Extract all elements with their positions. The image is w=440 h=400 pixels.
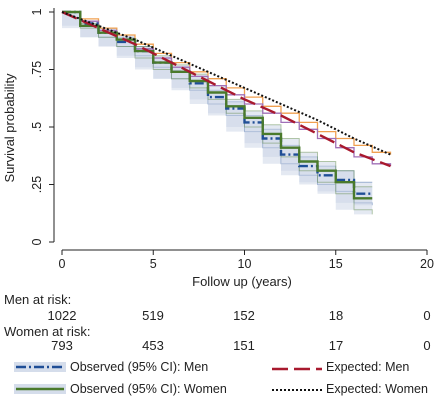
y-tick-label-0: 0 (30, 238, 44, 245)
women-at-risk-label: Women at risk: (4, 324, 91, 339)
men-at-risk-15: 18 (328, 308, 344, 323)
women-at-risk-15: 17 (328, 338, 344, 353)
series-line-2 (61, 10, 391, 168)
risk-table: Men at risk: 1022 519 152 18 0 Women at … (0, 290, 440, 353)
legend-observed-women: Observed (95% CI): Women (70, 382, 227, 396)
men-at-risk-0: 1022 (47, 308, 77, 323)
legend: Observed (95% CI): Men Expected: Men Obs… (0, 360, 440, 400)
x-tick-label-1: 5 (150, 257, 157, 271)
women-at-risk-0: 793 (51, 338, 73, 353)
y-tick-label-1: .25 (30, 176, 44, 193)
x-tick-label-2: 10 (238, 257, 252, 271)
men-at-risk-5: 519 (142, 308, 164, 323)
men-at-risk-10: 152 (233, 308, 255, 323)
legend-swatch-expected-men (272, 367, 322, 371)
men-at-risk-20: 0 (423, 308, 431, 323)
confidence-bands (62, 11, 373, 215)
y-tick-label-2: .5 (30, 122, 44, 132)
x-tick-label-0: 0 (59, 257, 66, 271)
legend-swatch-expected-women (272, 389, 322, 391)
y-tick-label-3: .75 (30, 61, 44, 78)
series-lines (61, 10, 391, 200)
x-tick-label-4: 20 (420, 257, 434, 271)
legend-swatch-observed-men (14, 362, 66, 372)
x-axis-label: Follow up (years) (192, 274, 292, 289)
ci-band-1 (62, 12, 373, 215)
y-tick-label-4: 1 (30, 8, 44, 15)
y-axis-label: Survival probability (2, 73, 17, 183)
men-at-risk-label: Men at risk: (4, 292, 72, 307)
women-at-risk-20: 0 (423, 338, 431, 353)
legend-expected-men: Expected: Men (326, 360, 410, 374)
x-tick-label-3: 15 (329, 257, 343, 271)
legend-observed-men: Observed (95% CI): Men (70, 360, 209, 374)
series-line-3 (61, 11, 391, 156)
women-at-risk-5: 453 (142, 338, 164, 353)
legend-swatch-observed-women (14, 384, 66, 394)
legend-expected-women: Expected: Women (326, 382, 428, 396)
women-at-risk-10: 151 (233, 338, 255, 353)
